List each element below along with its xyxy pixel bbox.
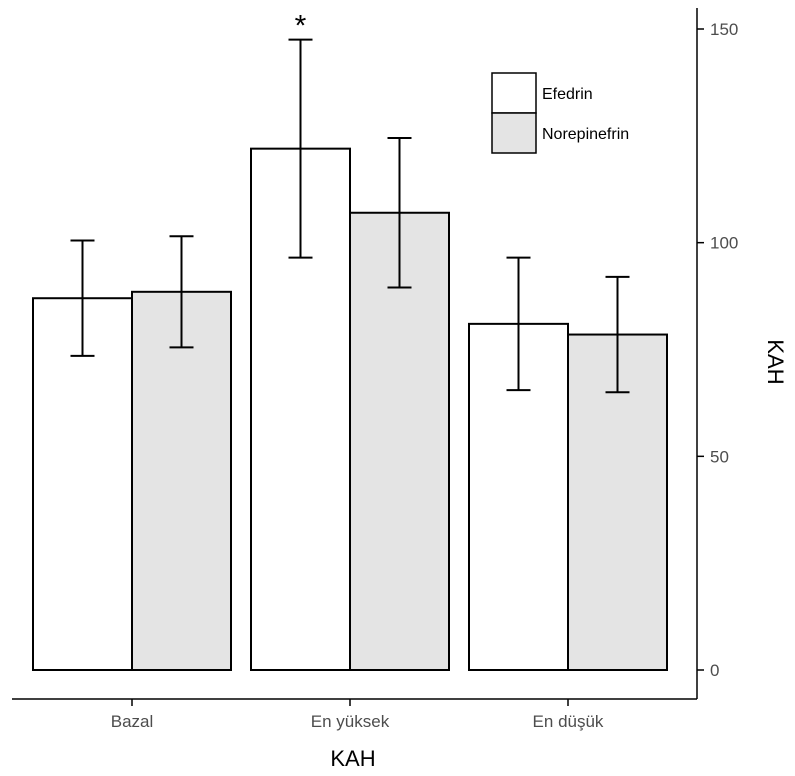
x-tick-label: En düşük bbox=[533, 712, 604, 731]
annotations-layer: * bbox=[295, 10, 307, 43]
bar-norepinefrin-0 bbox=[131, 290, 232, 671]
x-axis-title: KAH bbox=[330, 746, 375, 771]
y-ticks: 0 50 100 150 bbox=[697, 20, 738, 680]
significance-marker: * bbox=[295, 10, 307, 43]
legend-swatch-norepinefrin bbox=[491, 112, 537, 154]
legend-label-norepinefrin: Norepinefrin bbox=[542, 126, 629, 143]
y-tick-label: 50 bbox=[710, 447, 729, 466]
legend-swatch-efedrin bbox=[491, 72, 537, 114]
y-tick-label: 150 bbox=[710, 20, 738, 39]
bars-layer bbox=[32, 147, 668, 672]
legend-label-efedrin: Efedrin bbox=[542, 86, 593, 103]
y-tick-label: 100 bbox=[710, 234, 738, 253]
y-tick-label: 0 bbox=[710, 661, 719, 680]
y-axis-title: KAH bbox=[763, 339, 788, 384]
x-tick-label: En yüksek bbox=[311, 712, 390, 731]
bar-efedrin-0 bbox=[32, 297, 133, 671]
x-ticks: Bazal En yüksek En düşük bbox=[111, 699, 604, 731]
x-tick-label: Bazal bbox=[111, 712, 154, 731]
error-bars-layer bbox=[70, 38, 630, 394]
legend: Efedrin Norepinefrin bbox=[491, 72, 629, 154]
